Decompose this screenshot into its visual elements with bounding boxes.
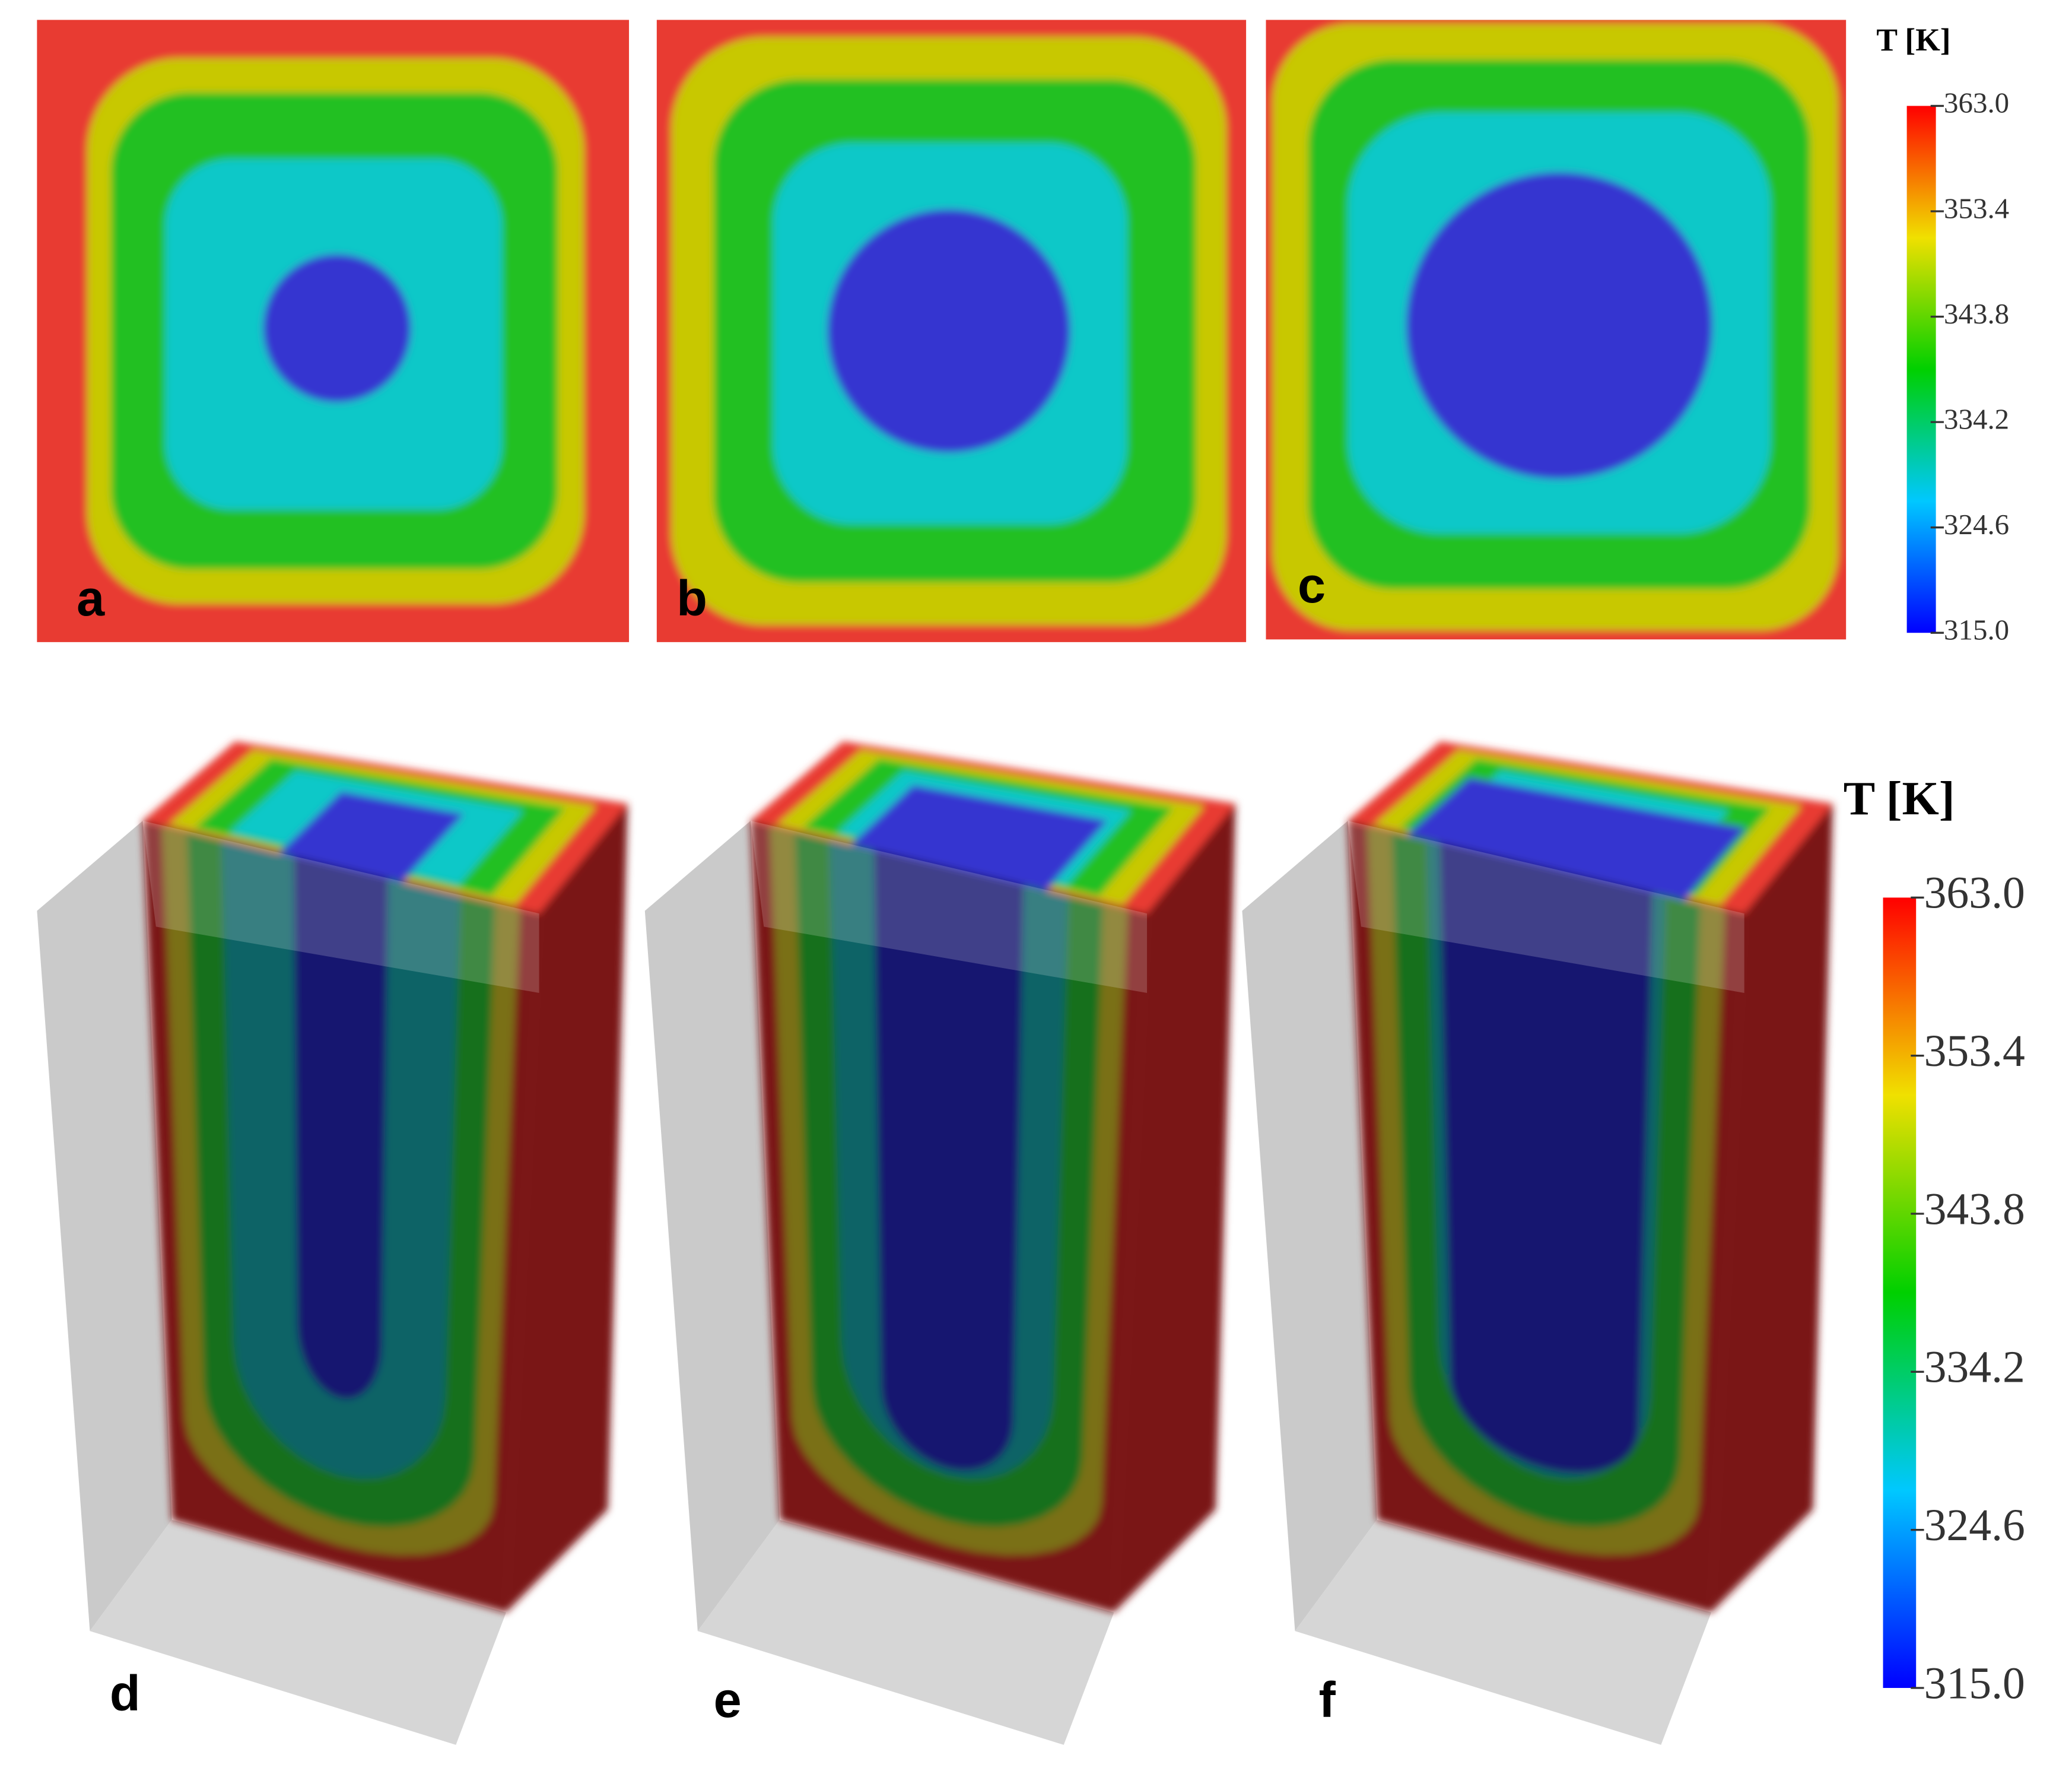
glass-overlay [750, 820, 1148, 993]
box-3d [37, 741, 628, 1745]
colorbar-tick-label: 324.6 [1944, 508, 2009, 541]
right-face [1711, 803, 1833, 1613]
colorbar-tick-label: 334.2 [1944, 402, 2009, 435]
colorbar-tick-label: 343.8 [1924, 1184, 2025, 1234]
colorbar-gradient [1883, 897, 1917, 1689]
glass-overlay [142, 820, 539, 993]
box-3d [644, 741, 1236, 1745]
glass-overlay [1348, 820, 1744, 993]
field [750, 741, 1236, 1613]
right-face [506, 803, 628, 1613]
panel-label: b [676, 570, 707, 626]
colorbar-tick-label: 343.8 [1944, 297, 2009, 330]
panel-label: f [1319, 1671, 1336, 1728]
right-face [1114, 803, 1236, 1613]
colorbar-tick-label: 353.4 [1924, 1026, 2025, 1076]
field [1348, 741, 1833, 1613]
panel-label: e [714, 1671, 742, 1728]
colorbar-tick-label: 363.0 [1924, 868, 2025, 918]
colorbar-gradient [1906, 106, 1936, 633]
gray-left-face [1242, 820, 1377, 1632]
gray-bottom-face [90, 1519, 506, 1745]
colorbar-tick-label: 353.4 [1944, 192, 2009, 224]
panel-a [37, 20, 630, 642]
gray-left-face [37, 820, 172, 1632]
3d-panels [37, 741, 1833, 1745]
top-core [279, 791, 464, 882]
top-core [850, 785, 1108, 890]
panel-label: a [77, 570, 105, 626]
colorbar-title: T [K] [1844, 773, 1955, 825]
panel-b [656, 20, 1247, 642]
panel-label: c [1298, 557, 1326, 613]
panel-label: d [110, 1665, 141, 1721]
colorbar: T [K] 315.0 324.6 334.2 343.8 353.4 363.0 [1844, 773, 2025, 1709]
box-3d [1242, 741, 1833, 1745]
colorbar-tick-label: 324.6 [1924, 1500, 2025, 1550]
colorbar-tick-label: 363.0 [1944, 87, 2009, 119]
field [142, 741, 628, 1613]
colorbar-tick-label: 334.2 [1924, 1343, 2025, 1392]
gray-bottom-face [697, 1519, 1114, 1745]
band [1439, 842, 1654, 1473]
panel-c [1266, 20, 1847, 640]
colorbar-tick-label: 315.0 [1924, 1658, 2025, 1708]
colorbar-title: T [K] [1876, 22, 1950, 58]
band [293, 856, 389, 1399]
gray-bottom-face [1295, 1519, 1712, 1745]
top-core [1407, 777, 1746, 900]
gray-left-face [644, 820, 780, 1632]
colorbar-tick-label: 315.0 [1944, 613, 2009, 646]
band [873, 849, 1024, 1471]
colorbar: T [K] 315.0 324.6 334.2 343.8 353.4 363.0 [1876, 22, 2009, 646]
